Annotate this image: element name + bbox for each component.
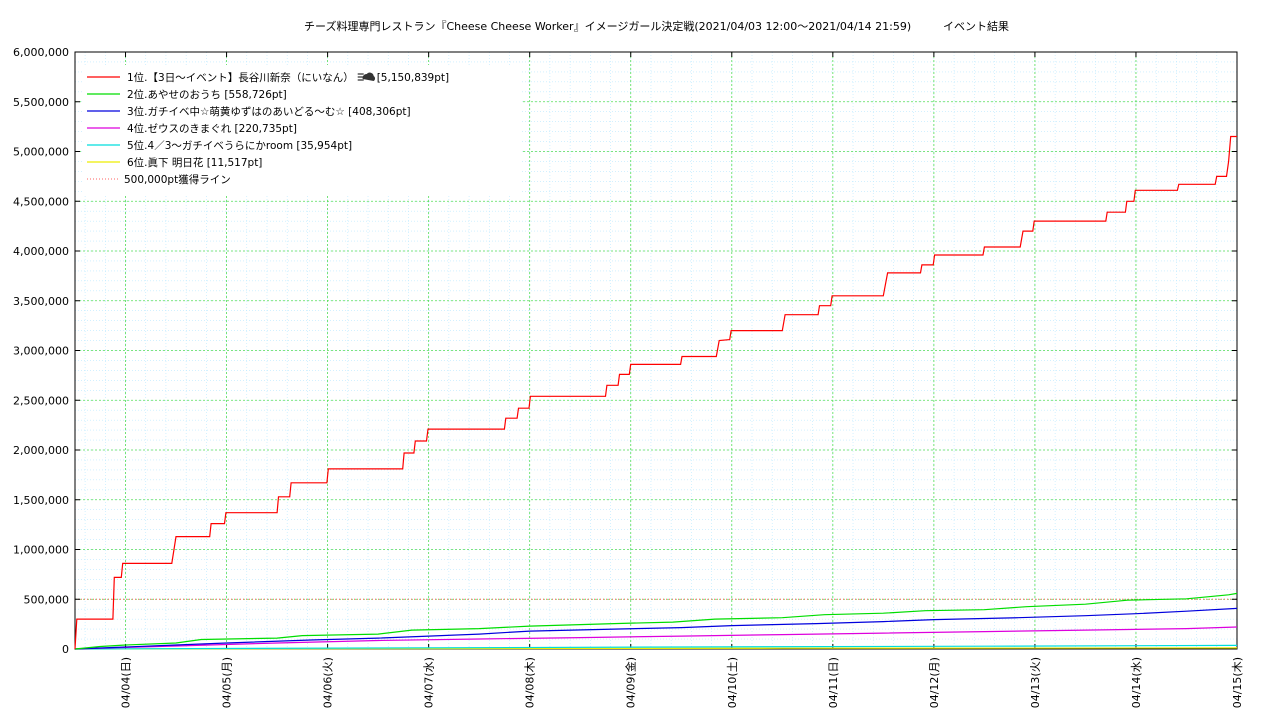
x-tick-label: 04/08(木) — [524, 657, 537, 708]
y-tick-label: 4,500,000 — [13, 195, 69, 208]
series-line-1 — [74, 135, 1237, 650]
legend-label-3: 3位.ガチイベ中☆萌黄ゆずはのあいどる〜む☆ [408,306pt] — [127, 105, 411, 118]
legend-label-4: 4位.ゼウスのきまぐれ [220,735pt] — [127, 122, 297, 135]
x-tick-label: 04/14(水) — [1130, 657, 1143, 708]
series-line-2 — [74, 592, 1238, 650]
x-tick-label: 04/07(水) — [423, 657, 436, 708]
legend-label-6: 6位.眞下 明日花 [11,517pt] — [127, 156, 262, 169]
series-line-3 — [74, 607, 1238, 650]
y-tick-label: 500,000 — [24, 593, 70, 606]
x-tick-label: 04/05(月) — [221, 657, 234, 708]
y-tick-label: 3,500,000 — [13, 295, 69, 308]
y-tick-label: 0 — [62, 643, 69, 656]
legend-background — [82, 65, 522, 195]
x-tick-label: 04/04(日) — [120, 657, 133, 708]
chart-title: チーズ料理専門レストラン『Cheese Cheese Worker』イメージガー… — [304, 19, 911, 33]
x-tick-label: 04/15(木) — [1231, 657, 1244, 708]
legend-points-1: [5,150,839pt] — [377, 72, 449, 84]
series-line-5 — [74, 644, 1238, 650]
legend-label-2: 2位.あやせのおうち [558,726pt] — [127, 88, 287, 101]
y-tick-label: 6,000,000 — [13, 46, 69, 59]
x-axis: 04/04(日) 04/05(月) 04/06(火) 04/07(水) 04/08(木)… — [120, 52, 1244, 708]
y-tick-label: 1,500,000 — [13, 494, 69, 507]
series-lines — [74, 135, 1238, 650]
x-tick-label: 04/10(土) — [726, 657, 739, 708]
y-tick-label: 5,500,000 — [13, 96, 69, 109]
y-tick-label: 2,500,000 — [13, 394, 69, 407]
cloud-icon — [357, 72, 376, 81]
x-tick-label: 04/13(火) — [1029, 657, 1042, 708]
legend-label-reference: 500,000pt獲得ライン — [124, 173, 231, 186]
x-tick-label: 04/06(火) — [322, 657, 335, 708]
legend-label-1: 1位.【3日〜イベント】長谷川新奈（にいなん） — [127, 71, 354, 84]
y-tick-label: 2,000,000 — [13, 444, 69, 457]
series-line-4 — [74, 626, 1238, 650]
y-axis: 0 500,000 1,000,000 1,500,000 2,000,000 2,500… — [13, 46, 1237, 656]
legend-label-5: 5位.4／3〜ガチイベうらにかroom [35,954pt] — [127, 139, 352, 152]
chart-subtitle: イベント結果 — [943, 19, 1009, 33]
y-tick-label: 1,000,000 — [13, 544, 69, 557]
x-tick-label: 04/11(日) — [827, 657, 840, 708]
y-tick-label: 5,000,000 — [13, 146, 69, 159]
legend: 1位.【3日〜イベント】長谷川新奈（にいなん） [5,150,839pt] 2位.あ… — [82, 65, 522, 195]
y-tick-label: 3,000,000 — [13, 345, 69, 358]
x-tick-label: 04/09(金) — [624, 657, 638, 708]
cloud-icon-shape — [362, 72, 376, 81]
x-tick-label: 04/12(月) — [928, 657, 941, 708]
y-tick-label: 4,000,000 — [13, 245, 69, 258]
